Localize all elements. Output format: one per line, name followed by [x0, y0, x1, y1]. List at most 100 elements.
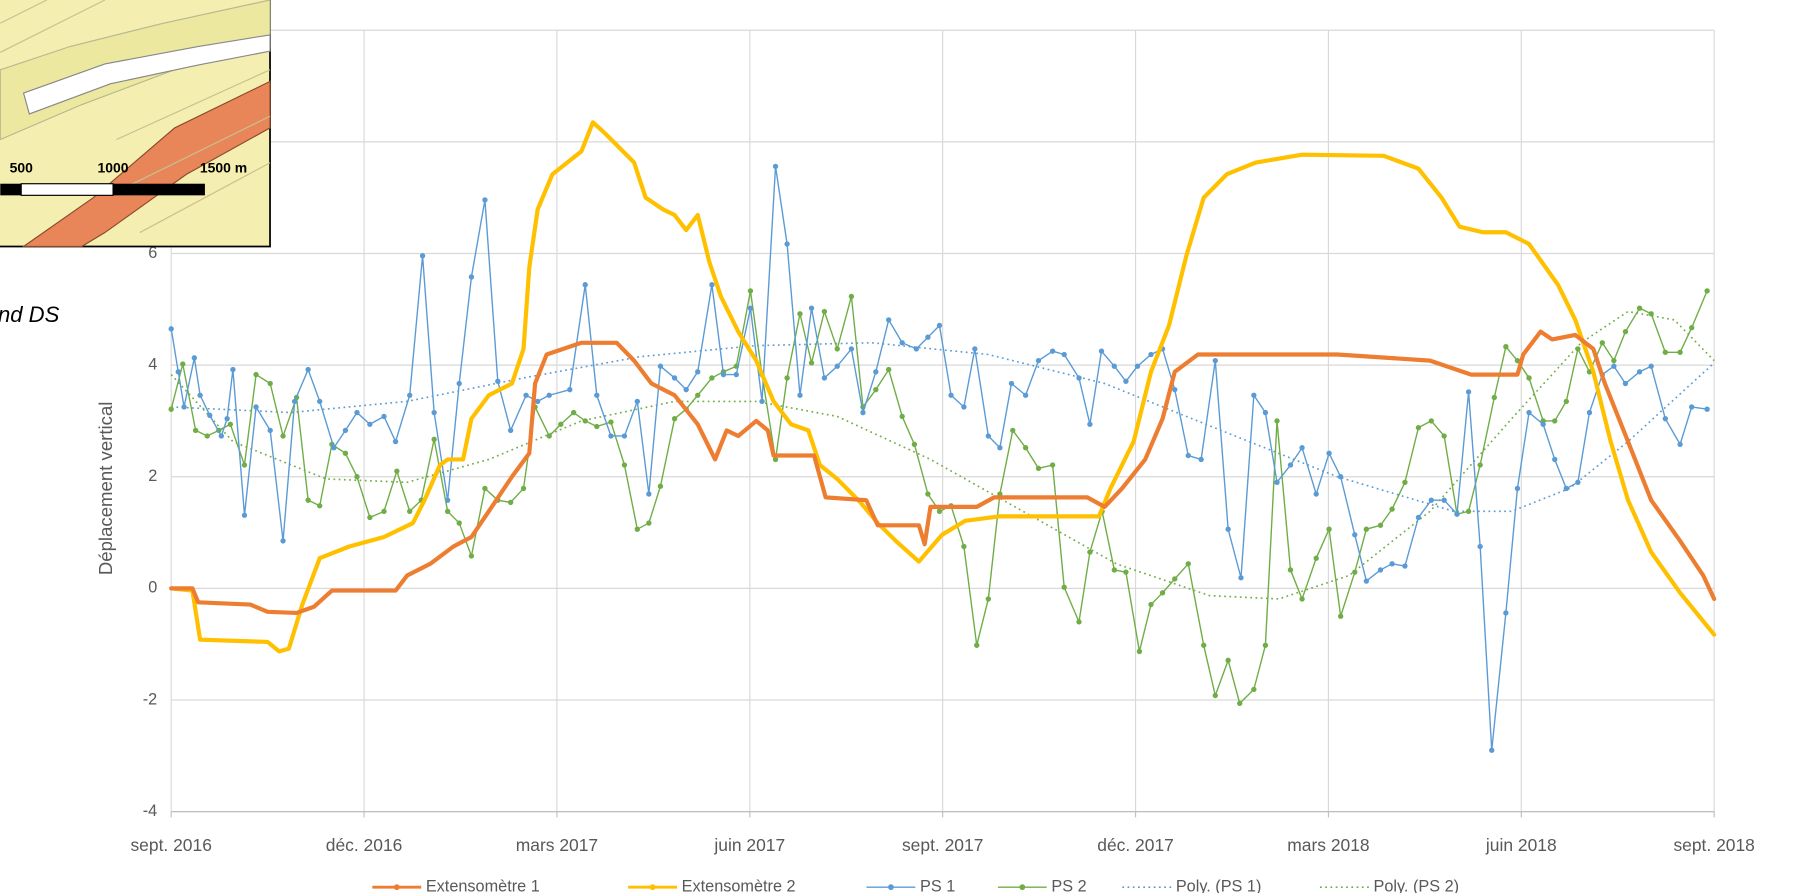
point: [860, 409, 866, 416]
point: [392, 438, 399, 445]
point: [720, 371, 727, 378]
point: [683, 386, 689, 393]
point: [241, 462, 248, 468]
point: [657, 363, 664, 369]
point: [582, 282, 588, 288]
y-tick-label: 0: [148, 579, 157, 597]
point: [1389, 506, 1395, 512]
point: [1622, 328, 1629, 335]
point: [1465, 508, 1472, 515]
point: [1201, 642, 1207, 648]
point: [1454, 511, 1460, 517]
point: [657, 483, 664, 489]
point: [1299, 596, 1305, 602]
y-tick-label: -2: [143, 690, 157, 708]
point: [1326, 526, 1332, 532]
legend-marker: [649, 884, 656, 891]
point: [747, 288, 754, 294]
point: [280, 433, 286, 439]
point: [646, 491, 652, 497]
point: [546, 433, 552, 439]
point: [695, 369, 701, 375]
y-tick-label: -4: [143, 802, 157, 820]
point: [1172, 576, 1178, 582]
x-tick-label: juin 2017: [713, 835, 785, 855]
point: [1563, 485, 1569, 492]
point: [1262, 409, 1269, 416]
point: [961, 404, 967, 410]
point: [899, 413, 905, 420]
point: [1489, 747, 1495, 753]
point: [1313, 555, 1319, 561]
point: [444, 497, 451, 503]
point: [1326, 450, 1332, 456]
point: [567, 386, 573, 393]
point: [1526, 409, 1532, 416]
point: [747, 305, 754, 311]
point: [342, 450, 349, 456]
point: [1251, 686, 1257, 693]
inset-zone: [21, 80, 271, 248]
point: [1136, 648, 1143, 655]
point: [1022, 392, 1029, 398]
point: [784, 241, 790, 247]
point: [468, 553, 475, 559]
point: [230, 366, 236, 373]
point: [925, 334, 931, 340]
point: [1010, 427, 1016, 434]
point: [354, 474, 360, 480]
point: [1185, 452, 1191, 459]
point: [354, 409, 360, 416]
legend-item: Extensomètre 1: [372, 877, 540, 893]
point: [1441, 433, 1447, 439]
point: [1575, 346, 1581, 352]
point: [608, 419, 614, 425]
point: [594, 423, 600, 430]
point: [1159, 590, 1166, 596]
point: [1441, 497, 1447, 503]
point: [1212, 692, 1218, 699]
point: [1514, 357, 1521, 364]
point: [1586, 409, 1593, 416]
inset-map: 500 1000 1500 m: [0, 0, 271, 248]
point: [834, 363, 840, 369]
point: [1237, 700, 1243, 707]
point: [534, 398, 541, 405]
point: [507, 427, 514, 434]
point: [1363, 526, 1370, 532]
point: [1238, 575, 1244, 581]
point: [1087, 421, 1093, 427]
point: [381, 413, 387, 420]
legend-item: Extensomètre 2: [628, 877, 796, 893]
scale-bar: [20, 183, 114, 196]
point: [634, 526, 640, 532]
y-tick-label: 2: [148, 467, 157, 485]
point: [1123, 569, 1129, 575]
point: [646, 520, 652, 526]
point: [1035, 465, 1042, 472]
point: [1552, 418, 1558, 424]
point: [1648, 311, 1654, 317]
point: [431, 436, 437, 443]
point: [1402, 479, 1408, 485]
legend-item: PS 2: [997, 877, 1087, 893]
series-line: [169, 329, 1717, 616]
point: [961, 543, 967, 550]
point: [621, 433, 628, 439]
point: [444, 508, 451, 515]
point: [523, 392, 529, 398]
point: [367, 421, 373, 427]
point: [280, 538, 286, 544]
point: [1087, 549, 1093, 555]
legend-label: PS 2: [1051, 877, 1086, 893]
point: [936, 508, 943, 515]
point: [634, 398, 640, 405]
inset-lines: [0, 0, 271, 234]
point: [925, 491, 931, 497]
scale-label: 1500 m: [200, 159, 247, 175]
point: [1662, 416, 1668, 422]
scale-label: 500: [10, 159, 34, 175]
point: [1704, 288, 1710, 294]
point: [1503, 610, 1509, 616]
